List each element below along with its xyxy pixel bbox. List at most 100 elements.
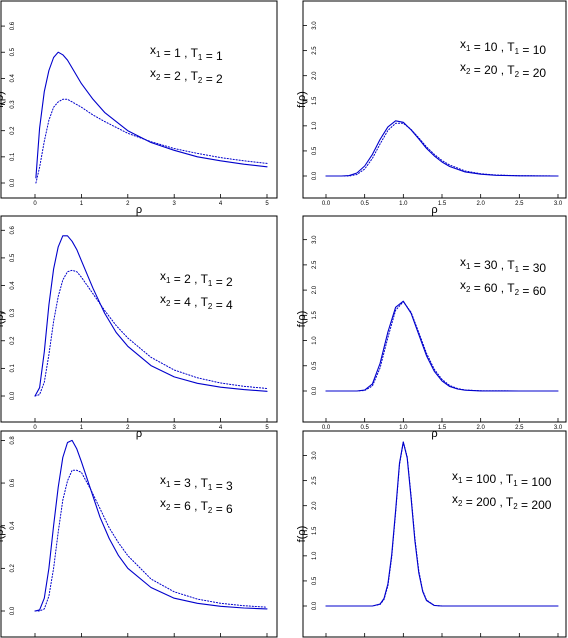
- y-tick-label: 0.5: [10, 253, 16, 262]
- annotation-line-1: x1 = 1 , T1 = 1: [150, 43, 223, 63]
- chart-panel-1: 0 1 2 3 4 5ρ0.00.10.20.30.40.50.6f(ρ)x1 = 1 ,…: [0, 0, 278, 216]
- x-tick-label: 0: [33, 201, 37, 207]
- annotation-subscript: 1: [458, 476, 463, 485]
- y-tick-label: 1.5: [312, 310, 318, 319]
- annotation-text: x: [160, 269, 166, 283]
- annotation-text: x: [460, 60, 466, 74]
- annotation-subscript: 2: [466, 67, 471, 76]
- y-tick-label: 0.0: [312, 386, 318, 395]
- x-tick-label: 1.5: [438, 425, 447, 431]
- x-tick-label: 3: [173, 201, 177, 207]
- y-tick-label: 0.2: [10, 126, 16, 135]
- y-axis: 0.0 0.2 0.4 0.6 0.8: [1, 436, 16, 615]
- annotation-text: = 60: [519, 284, 546, 298]
- annotation-subscript: 1: [513, 479, 518, 488]
- annotation-text: = 10 , T: [470, 40, 515, 54]
- annotation-subscript: 1: [166, 276, 171, 285]
- x-tick-label: 2.0: [476, 425, 485, 431]
- annotation-text: = 200: [518, 498, 552, 512]
- x-tick-label: 0.0: [322, 425, 331, 431]
- x-axis: 0 1 2 3 4 5: [33, 194, 269, 207]
- x-tick-label: 2: [126, 425, 130, 431]
- y-tick-label: 2.5: [312, 476, 318, 485]
- parameter-annotation: x1 = 1 , T1 = 1x2 = 2 , T2 = 2: [150, 43, 223, 86]
- y-tick-label: 0.4: [10, 74, 16, 83]
- y-axis-label: f(ρ): [0, 91, 6, 108]
- plot-frame: [0, 430, 278, 638]
- chart-panel-2: 0.0 0.5 1.0 1.5 2.0 2.5 3.0 ρ 0.0 0.5 1.0 1.5 2.0 2.5…: [296, 0, 567, 216]
- annotation-text: = 60 , T: [470, 281, 515, 295]
- y-tick-label: 0.5: [312, 146, 318, 155]
- dotted-density-curve: [35, 98, 268, 184]
- y-axis-label: f(ρ): [296, 526, 308, 543]
- x-tick-label: 1: [80, 201, 84, 207]
- y-tick-label: 0.6: [10, 478, 16, 487]
- dotted-density-curve: [325, 441, 559, 607]
- y-tick-label: 1.0: [312, 121, 318, 130]
- annotation-text: x: [452, 469, 458, 483]
- x-tick-label: 0.5: [360, 425, 369, 431]
- x-axis-label: ρ: [431, 204, 437, 216]
- annotation-subscript: 2: [166, 503, 171, 512]
- solid-density-curve: [34, 439, 268, 612]
- annotation-subscript: 1: [166, 480, 171, 489]
- y-tick-label: 0.0: [10, 391, 16, 400]
- annotation-subscript: 2: [208, 506, 213, 515]
- solid-density-curve: [35, 51, 268, 179]
- y-tick-label: 0.2: [10, 336, 16, 345]
- annotation-text: = 20: [519, 66, 546, 80]
- y-tick-label: 0.5: [312, 576, 318, 585]
- y-tick-label: 0.1: [10, 152, 16, 161]
- x-tick-label: 1.0: [399, 201, 408, 207]
- x-tick-label: 2: [126, 201, 130, 207]
- dotted-density-curve: [34, 469, 268, 612]
- annotation-text: x: [160, 473, 166, 487]
- y-tick-label: 0.3: [10, 308, 16, 317]
- annotation-text: = 4: [212, 298, 233, 312]
- annotation-subscript: 2: [458, 499, 463, 508]
- y-tick-label: 0.0: [312, 601, 318, 610]
- y-axis: 0.0 0.5 1.0 1.5 2.0 2.5 3.0: [303, 235, 318, 395]
- annotation-line-1: x1 = 3 , T1 = 3: [160, 473, 233, 493]
- solid-density-curve: [34, 235, 268, 397]
- x-tick-label: 5: [265, 201, 269, 207]
- y-tick-label: 0.0: [10, 606, 16, 615]
- y-tick-label: 1.5: [312, 96, 318, 105]
- annotation-text: = 3: [212, 479, 233, 493]
- y-axis: 0.0 0.5 1.0 1.5 2.0 2.5 3.0: [303, 451, 318, 610]
- annotation-text: = 2 , T: [160, 69, 198, 83]
- annotation-text: x: [150, 66, 156, 80]
- y-axis-label: f(ρ): [0, 311, 6, 328]
- dotted-density-curve: [325, 301, 559, 392]
- y-tick-label: 0.3: [10, 100, 16, 109]
- y-tick-label: 0.1: [10, 364, 16, 373]
- annotation-text: = 6: [212, 502, 233, 516]
- dotted-density-curve: [325, 122, 559, 177]
- annotation-line-2: x2 = 4 , T2 = 4: [160, 292, 233, 312]
- annotation-subscript: 2: [166, 299, 171, 308]
- x-axis: 0.00.51.01.52.02.53.0: [325, 633, 559, 637]
- annotation-text: = 1: [202, 49, 223, 63]
- annotation-subscript: 2: [515, 70, 520, 79]
- annotation-subscript: 1: [515, 47, 520, 56]
- annotation-text: = 6 , T: [170, 499, 208, 513]
- annotation-line-1: x1 = 2 , T1 = 2: [160, 269, 233, 289]
- y-tick-label: 0.0: [312, 171, 318, 180]
- y-axis: 0.0 0.1 0.2 0.3 0.4 0.5 0.6: [1, 225, 16, 400]
- x-tick-label: 3: [173, 425, 177, 431]
- annotation-line-1: x1 = 30 , T1 = 30: [460, 255, 546, 275]
- x-tick-label: 1.0: [399, 425, 408, 431]
- annotation-text: = 3 , T: [170, 476, 208, 490]
- plot-frame: [302, 215, 567, 423]
- solid-density-curve: [325, 441, 559, 607]
- y-tick-label: 0.2: [10, 564, 16, 573]
- x-tick-label: 4: [219, 201, 223, 207]
- y-tick-label: 0.6: [10, 21, 16, 30]
- annotation-text: x: [460, 255, 466, 269]
- y-tick-label: 2.5: [312, 46, 318, 55]
